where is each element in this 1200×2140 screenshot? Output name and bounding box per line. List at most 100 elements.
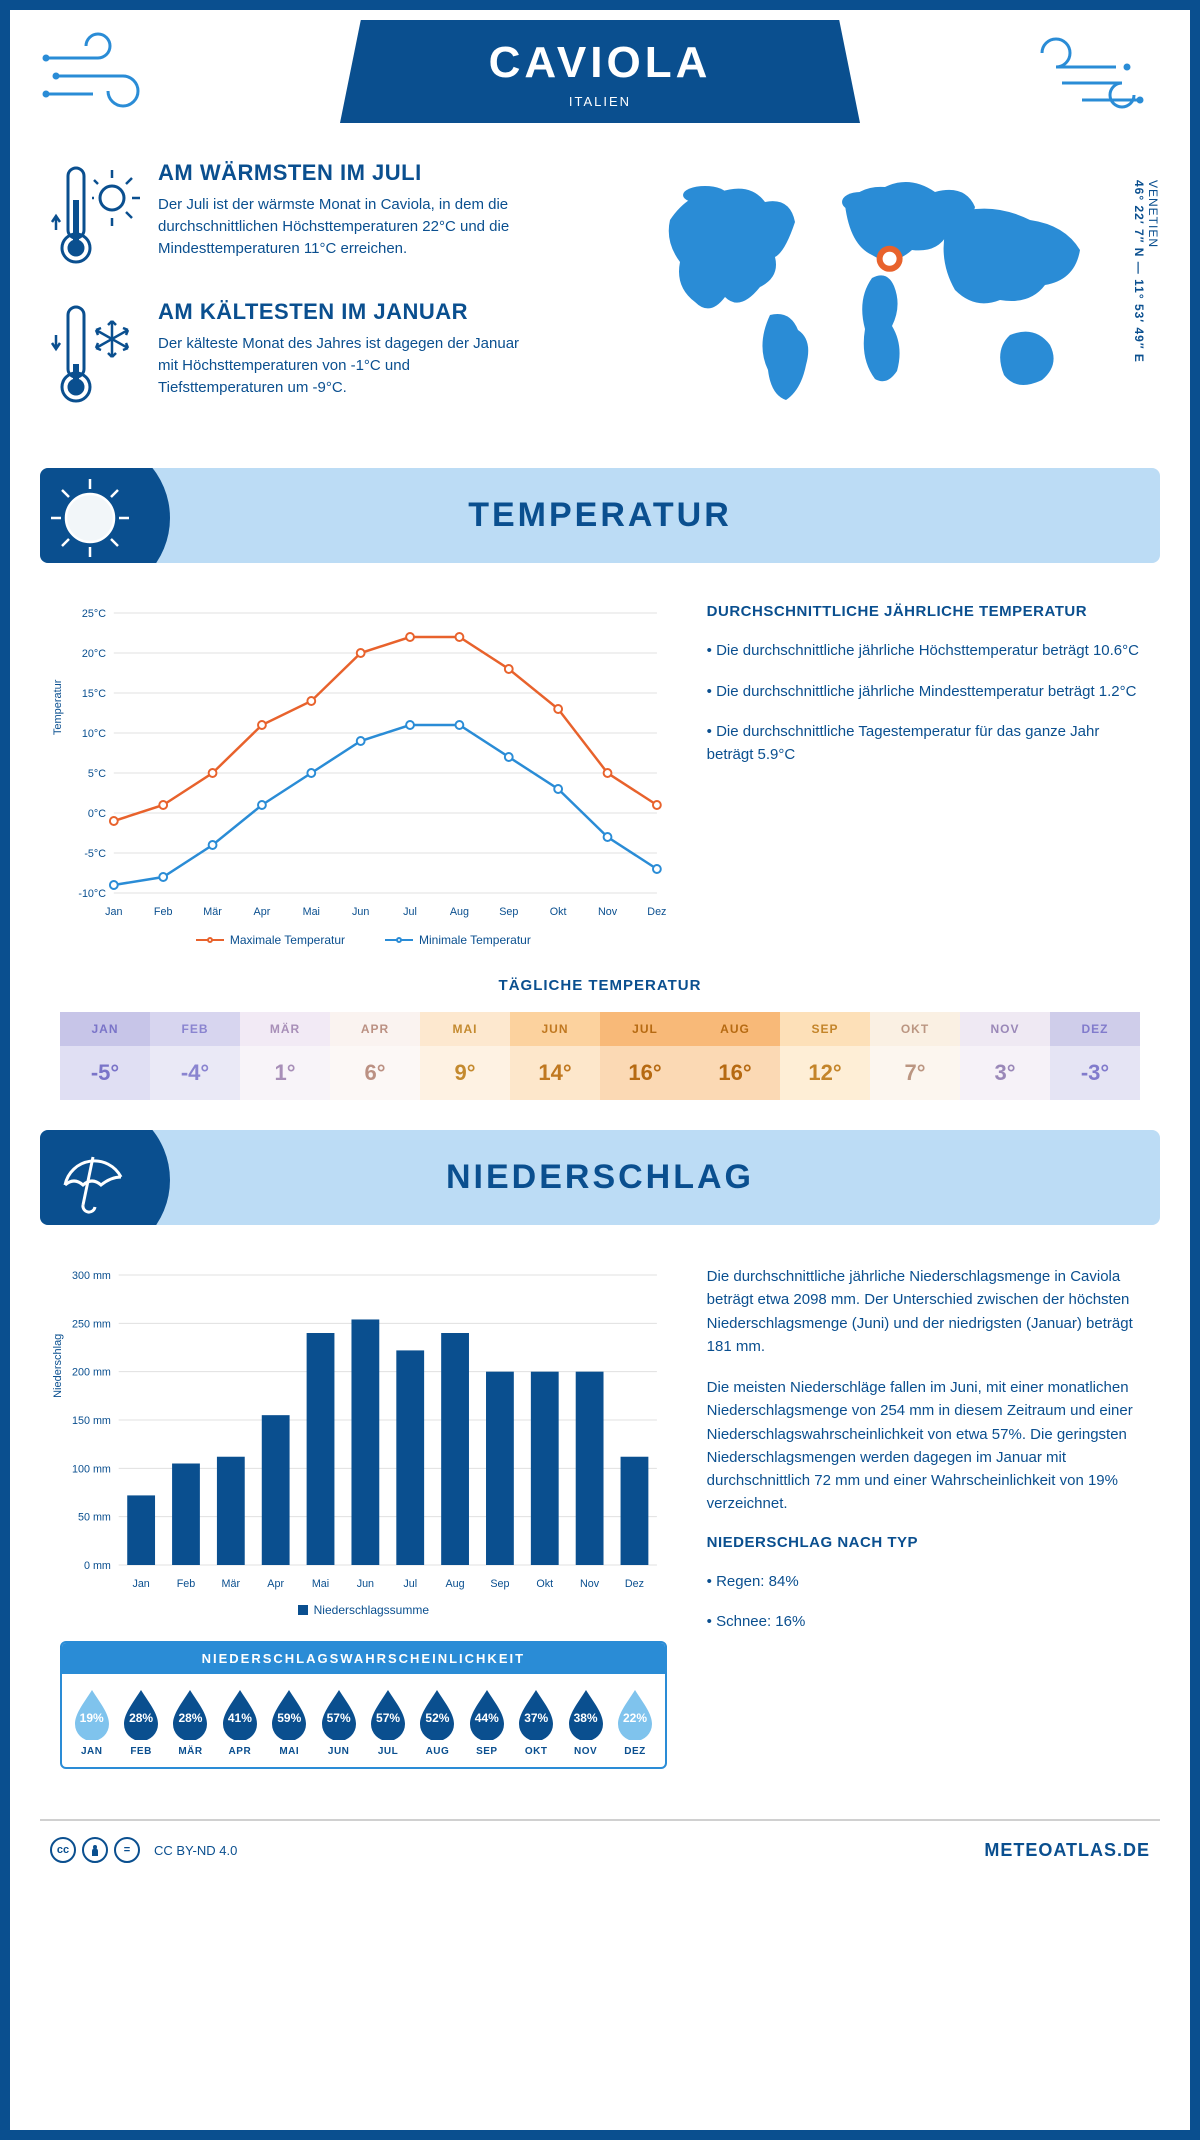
footer: cc = CC BY-ND 4.0 METEOATLAS.DE — [40, 1819, 1160, 1879]
legend-item: Maximale Temperatur — [196, 933, 345, 947]
svg-text:Mär: Mär — [222, 1578, 241, 1590]
temp-table-cell: APR6° — [330, 1012, 420, 1100]
prob-drop: 57%JUN — [315, 1688, 362, 1757]
prob-drop: 59%MAI — [266, 1688, 313, 1757]
svg-text:Jan: Jan — [105, 906, 122, 918]
precip-type-title: NIEDERSCHLAG NACH TYP — [707, 1534, 1140, 1551]
svg-text:150 mm: 150 mm — [72, 1415, 111, 1427]
thermometer-sun-icon — [50, 160, 140, 275]
svg-text:0°C: 0°C — [88, 808, 106, 820]
temp-table-cell: JUL16° — [600, 1012, 690, 1100]
svg-text:Jul: Jul — [403, 906, 417, 918]
svg-text:Okt: Okt — [536, 1578, 553, 1590]
daily-temp-heading: TÄGLICHE TEMPERATUR — [10, 977, 1190, 994]
svg-text:Jun: Jun — [357, 1578, 374, 1590]
precip-para1: Die durchschnittliche jährliche Niedersc… — [707, 1265, 1140, 1358]
svg-text:Dez: Dez — [625, 1578, 644, 1590]
precip-probability-box: NIEDERSCHLAGSWAHRSCHEINLICHKEIT 19%JAN 28… — [60, 1641, 667, 1769]
temp-table-cell: FEB-4° — [150, 1012, 240, 1100]
prob-drop: 22%DEZ — [611, 1688, 658, 1757]
temp-table-cell: SEP12° — [780, 1012, 870, 1100]
svg-text:50 mm: 50 mm — [78, 1512, 111, 1524]
svg-text:Jun: Jun — [352, 906, 369, 918]
section-title-temperature: TEMPERATUR — [468, 496, 732, 535]
summary-title: DURCHSCHNITTLICHE JÄHRLICHE TEMPERATUR — [707, 603, 1140, 620]
svg-text:300 mm: 300 mm — [72, 1270, 111, 1282]
svg-text:Sep: Sep — [499, 906, 518, 918]
svg-text:-5°C: -5°C — [84, 848, 106, 860]
temp-table-cell: MÄR1° — [240, 1012, 330, 1100]
temp-table-cell: OKT7° — [870, 1012, 960, 1100]
svg-text:Okt: Okt — [550, 906, 567, 918]
svg-text:Sep: Sep — [490, 1578, 509, 1590]
map-column: VENETIEN 46° 22′ 7″ N — 11° 53′ 49″ E — [610, 160, 1150, 438]
coldest-block: AM KÄLTESTEN IM JANUAR Der kälteste Mona… — [50, 299, 590, 414]
thermometer-snow-icon — [50, 299, 140, 414]
legend-item: Minimale Temperatur — [385, 933, 531, 947]
y-axis-label: Niederschlag — [52, 1334, 64, 1398]
temp-table-cell: NOV3° — [960, 1012, 1050, 1100]
temp-table-cell: DEZ-3° — [1050, 1012, 1140, 1100]
svg-text:-10°C: -10°C — [78, 888, 106, 900]
bar-chart-legend: Niederschlagssumme — [60, 1603, 667, 1617]
license-label: CC BY-ND 4.0 — [154, 1843, 237, 1858]
svg-text:100 mm: 100 mm — [72, 1463, 111, 1475]
temperature-chart-row: Temperatur -10°C-5°C0°C5°C10°C15°C20°C25… — [10, 573, 1190, 967]
license-icons: cc = CC BY-ND 4.0 — [50, 1837, 237, 1863]
warmest-block: AM WÄRMSTEN IM JULI Der Juli ist der wär… — [50, 160, 590, 275]
summary-bullet: Die durchschnittliche jährliche Mindestt… — [707, 681, 1140, 704]
svg-text:Jan: Jan — [132, 1578, 149, 1590]
section-band-temperature: TEMPERATUR — [40, 468, 1160, 563]
y-axis-label: Temperatur — [52, 680, 64, 736]
prob-drop: 57%JUL — [364, 1688, 411, 1757]
umbrella-circle-icon — [40, 1130, 170, 1225]
svg-text:0 mm: 0 mm — [84, 1560, 111, 1572]
svg-text:Apr: Apr — [267, 1578, 284, 1590]
section-title-precip: NIEDERSCHLAG — [446, 1158, 754, 1197]
info-column: AM WÄRMSTEN IM JULI Der Juli ist der wär… — [50, 160, 590, 438]
precip-area: Niederschlag 0 mm 50 mm 100 mm 150 mm 200 mm… — [10, 1235, 1190, 1789]
type-bullet: Regen: 84% — [707, 1571, 1140, 1594]
brand-label: METEOATLAS.DE — [984, 1840, 1150, 1861]
coldest-title: AM KÄLTESTEN IM JANUAR — [158, 299, 538, 325]
temperature-summary: DURCHSCHNITTLICHE JÄHRLICHE TEMPERATUR D… — [707, 603, 1140, 947]
wind-icon-right — [1032, 28, 1162, 123]
summary-bullet: Die durchschnittliche jährliche Höchstte… — [707, 640, 1140, 663]
temp-table-cell: JAN-5° — [60, 1012, 150, 1100]
svg-text:Feb: Feb — [177, 1578, 196, 1590]
prob-drop: 28%MÄR — [167, 1688, 214, 1757]
prob-drop: 37%OKT — [513, 1688, 560, 1757]
prob-title: NIEDERSCHLAGSWAHRSCHEINLICHKEIT — [62, 1643, 665, 1674]
cc-icon: cc — [50, 1837, 76, 1863]
line-chart-legend: Maximale Temperatur Minimale Temperatur — [60, 933, 667, 947]
svg-text:25°C: 25°C — [82, 608, 106, 620]
svg-text:Jul: Jul — [403, 1578, 417, 1590]
warmest-text: Der Juli ist der wärmste Monat in Caviol… — [158, 194, 538, 259]
svg-text:20°C: 20°C — [82, 648, 106, 660]
temp-table-cell: AUG16° — [690, 1012, 780, 1100]
prob-drop: 44%SEP — [463, 1688, 510, 1757]
section-band-precip: NIEDERSCHLAG — [40, 1130, 1160, 1225]
precip-summary: Die durchschnittliche jährliche Niedersc… — [707, 1265, 1140, 1769]
summary-bullet: Die durchschnittliche Tagestemperatur fü… — [707, 721, 1140, 766]
prob-drop: 19%JAN — [68, 1688, 115, 1757]
svg-text:Apr: Apr — [254, 906, 271, 918]
coldest-text: Der kälteste Monat des Jahres ist dagege… — [158, 333, 538, 398]
precip-bar-chart: Niederschlag 0 mm50 mm100 mm150 mm200 mm… — [60, 1265, 667, 1595]
svg-text:Mär: Mär — [203, 906, 222, 918]
page-title: CAVIOLA — [340, 38, 860, 88]
coordinates-label: VENETIEN 46° 22′ 7″ N — 11° 53′ 49″ E — [1132, 180, 1160, 363]
infographic-frame: CAVIOLA ITALIEN — [0, 0, 1200, 2140]
sun-circle-icon — [40, 468, 170, 563]
header: CAVIOLA ITALIEN — [10, 10, 1190, 150]
nd-icon: = — [114, 1837, 140, 1863]
prob-drop: 52%AUG — [414, 1688, 461, 1757]
svg-text:200 mm: 200 mm — [72, 1367, 111, 1379]
svg-text:5°C: 5°C — [88, 768, 106, 780]
by-icon — [82, 1837, 108, 1863]
svg-text:250 mm: 250 mm — [72, 1318, 111, 1330]
temp-table-cell: JUN14° — [510, 1012, 600, 1100]
temperature-line-chart: Temperatur -10°C-5°C0°C5°C10°C15°C20°C25… — [60, 603, 667, 947]
svg-text:Aug: Aug — [445, 1578, 464, 1590]
precip-para2: Die meisten Niederschläge fallen im Juni… — [707, 1376, 1140, 1516]
